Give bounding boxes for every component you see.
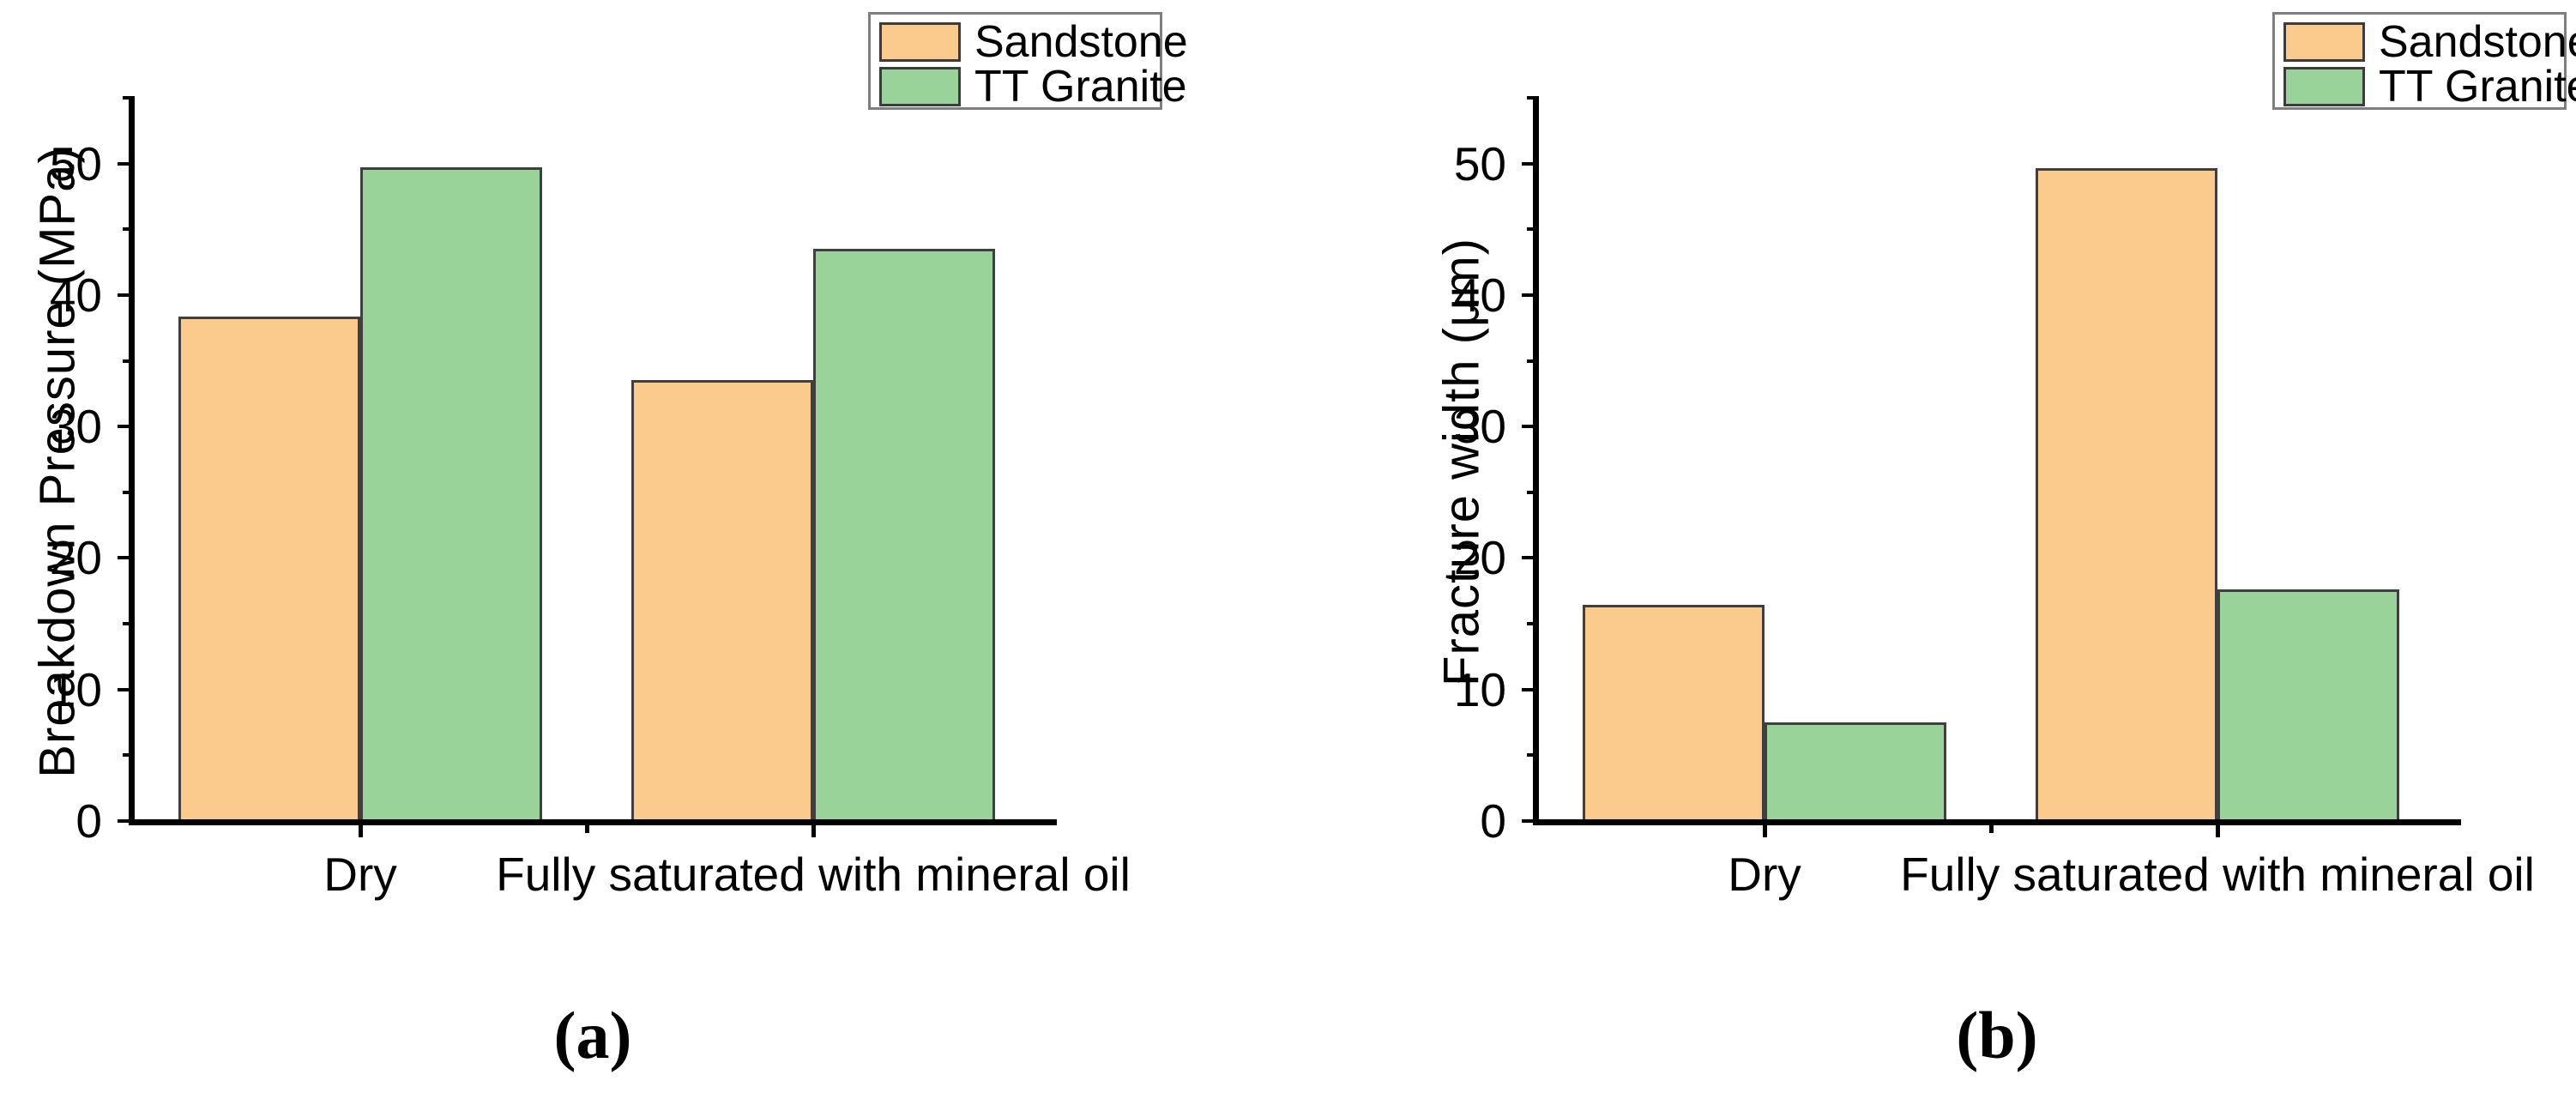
bar-sandstone-1 — [2036, 168, 2217, 822]
x-axis-line — [1533, 819, 2461, 825]
y-major-tick — [118, 293, 129, 297]
y-minor-tick — [123, 227, 129, 232]
y-minor-tick — [123, 753, 129, 758]
y-minor-tick — [123, 490, 129, 494]
legend-a: Sandstone TT Granite — [868, 12, 1188, 112]
bar-tt-granite-1 — [2217, 589, 2399, 822]
legend-item-sandstone: Sandstone — [879, 17, 1188, 67]
y-tick-label: 40 — [49, 268, 102, 322]
legend-label-granite: TT Granite — [2379, 62, 2576, 112]
y-minor-tick — [1527, 622, 1533, 626]
y-major-tick — [1522, 293, 1533, 297]
y-tick-label: 40 — [1453, 268, 1506, 322]
y-tick-label: 10 — [1453, 662, 1506, 716]
y-major-tick — [1522, 687, 1533, 691]
legend-label-sandstone: Sandstone — [2379, 17, 2576, 67]
y-minor-tick — [1527, 490, 1533, 494]
legend-label-granite: TT Granite — [974, 62, 1187, 112]
y-tick-label: 20 — [49, 531, 102, 585]
x-major-tick — [358, 825, 363, 837]
x-major-tick — [2215, 825, 2220, 837]
y-axis-line — [1533, 96, 1539, 825]
x-major-tick — [811, 825, 816, 837]
y-tick-label: 30 — [1453, 400, 1506, 454]
x-category-label: Fully saturated with mineral oil — [496, 848, 1131, 901]
y-major-tick — [118, 819, 129, 823]
y-axis-line — [129, 96, 135, 825]
y-minor-tick — [1527, 753, 1533, 758]
x-major-tick — [1762, 825, 1767, 837]
y-major-tick — [118, 425, 129, 429]
granite-swatch — [2283, 67, 2365, 106]
y-minor-tick — [123, 359, 129, 363]
y-minor-tick — [123, 96, 129, 100]
y-major-tick — [118, 556, 129, 560]
legend-item-granite: TT Granite — [2283, 62, 2576, 112]
y-minor-tick — [1527, 227, 1533, 232]
granite-swatch — [879, 67, 961, 106]
x-category-label: Dry — [1728, 848, 1801, 901]
y-major-tick — [1522, 425, 1533, 429]
panel-label-a: (a) — [553, 998, 632, 1072]
y-major-tick — [118, 687, 129, 691]
legend-label-sandstone: Sandstone — [974, 17, 1188, 67]
y-minor-tick — [123, 622, 129, 626]
y-major-tick — [1522, 556, 1533, 560]
y-major-tick — [118, 161, 129, 166]
y-minor-tick — [1527, 96, 1533, 100]
bar-tt-granite-0 — [360, 166, 542, 822]
y-tick-label: 20 — [1453, 531, 1506, 585]
sandstone-swatch — [2283, 22, 2365, 62]
y-major-tick — [1522, 161, 1533, 166]
bar-sandstone-0 — [1583, 605, 1765, 822]
y-tick-label: 30 — [49, 400, 102, 454]
legend-item-sandstone: Sandstone — [2283, 17, 2576, 67]
panel-label-b: (b) — [1956, 998, 2038, 1072]
x-axis-line — [129, 819, 1057, 825]
x-minor-tick — [584, 825, 589, 833]
legend-item-granite: TT Granite — [879, 62, 1187, 112]
y-tick-label: 50 — [1453, 136, 1506, 190]
y-tick-label: 0 — [75, 794, 102, 848]
y-minor-tick — [1527, 359, 1533, 363]
y-tick-label: 50 — [49, 136, 102, 190]
x-category-label: Fully saturated with mineral oil — [1900, 848, 2535, 901]
y-major-tick — [1522, 819, 1533, 823]
x-minor-tick — [1988, 825, 1994, 833]
bar-tt-granite-0 — [1765, 722, 1946, 822]
bar-sandstone-1 — [631, 380, 813, 822]
bar-sandstone-0 — [178, 317, 360, 822]
legend-b: Sandstone TT Granite — [2272, 12, 2576, 112]
y-tick-label: 0 — [1480, 794, 1506, 848]
bar-tt-granite-1 — [813, 248, 995, 822]
x-category-label: Dry — [323, 848, 397, 901]
y-axis-title-b: Fracture width (μm) — [1433, 238, 1490, 686]
sandstone-swatch — [879, 22, 961, 62]
y-tick-label: 10 — [49, 662, 102, 716]
